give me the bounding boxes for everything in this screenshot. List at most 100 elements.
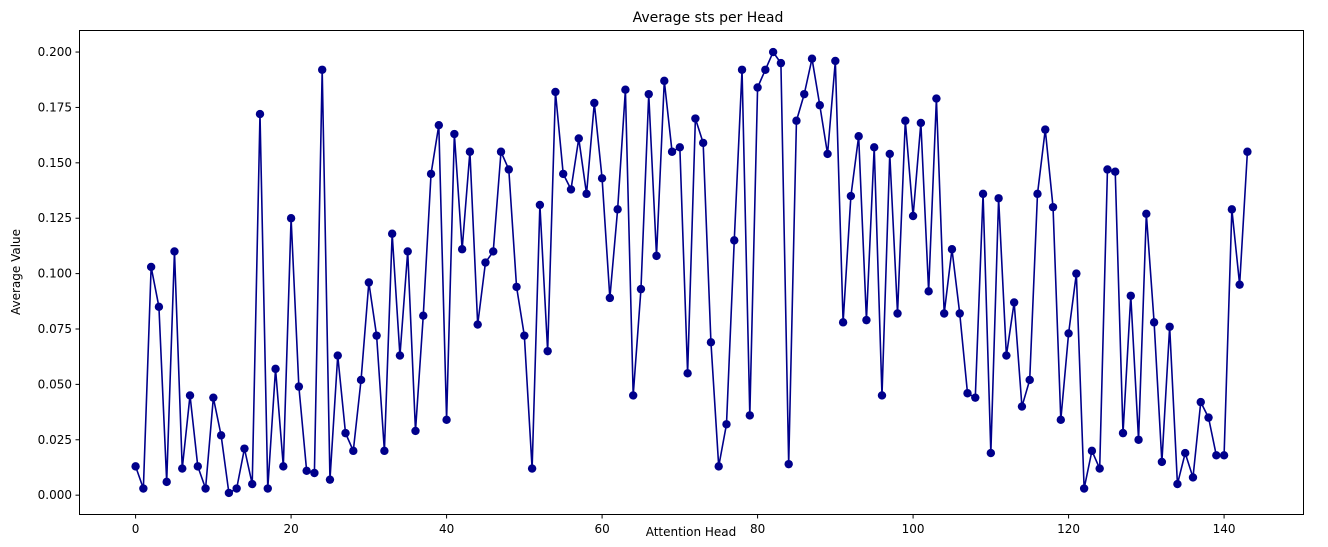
data-point [1227,205,1237,214]
data-point [559,169,568,179]
x-axis-ticks: 0 20 40 60 80 100 120 140 [132,514,1236,536]
data-point [520,331,529,340]
data-point [955,309,964,318]
data-point [893,309,902,318]
data-point [745,411,755,420]
y-axis-label: Average Value [9,229,23,315]
data-point [317,65,327,74]
data-point [170,247,179,256]
data-point [473,320,482,329]
data-point [193,462,202,471]
data-point [411,426,420,436]
data-point [854,132,863,141]
data-point [621,85,630,94]
data-point [784,459,793,469]
data-point [341,428,350,438]
data-point [1041,125,1050,134]
data-point [823,149,832,159]
data-point [636,284,646,294]
data-point [939,309,949,318]
data-point [1149,318,1159,327]
data-point [426,169,436,179]
data-point [846,191,856,201]
data-point [162,477,171,487]
data-point [660,76,669,86]
x-tick-label: 120 [1057,522,1080,536]
data-point [527,464,537,473]
data-point [792,116,801,125]
data-point [582,189,591,199]
data-point [753,83,762,92]
y-tick-label: 0.000 [38,488,72,502]
data-point [294,382,304,391]
data-point [279,462,288,471]
data-point [457,245,467,254]
data-point [349,446,358,456]
data-point [232,484,241,493]
data-point [947,245,957,254]
data-point [667,147,677,156]
data-point [1126,291,1135,300]
data-point [675,143,685,152]
data-point [1009,298,1019,307]
x-tick-label: 100 [902,522,925,536]
data-point [590,98,599,108]
data-point [800,89,809,99]
data-point [263,484,272,493]
data-point [489,247,498,256]
data-point [434,120,444,130]
data-point [286,214,296,223]
data-point [1064,329,1073,338]
data-point [1095,464,1104,473]
data-point [706,338,716,347]
data-point [1157,457,1167,467]
data-point [924,287,933,296]
data-point [644,89,653,99]
data-point [574,134,583,143]
data-point [1087,446,1097,456]
y-tick-label: 0.025 [38,433,72,447]
data-point [1165,322,1174,331]
data-point [831,56,840,66]
y-tick-label: 0.100 [38,267,72,281]
data-point [870,143,879,152]
data-point [240,444,249,453]
data-point [698,138,708,148]
data-point [1235,280,1244,289]
axes [79,30,1304,515]
data-point [1196,397,1205,407]
data-point [885,149,894,159]
data-point [916,118,926,128]
data-point [737,65,747,74]
data-point [1212,451,1221,460]
data-point [1173,479,1182,489]
data-point [131,462,140,471]
x-tick-label: 60 [594,522,609,536]
data-point [605,293,615,303]
data-point [691,114,700,123]
data-point [465,147,475,156]
x-axis-label: Attention Head [646,525,737,539]
data-point [364,278,374,287]
data-point [978,189,988,199]
x-tick-label: 0 [132,522,140,536]
data-point [372,331,381,340]
data-point [932,94,941,103]
data-point [356,375,366,385]
data-point [224,488,234,498]
data-point [185,391,195,400]
data-point [1204,413,1213,422]
data-point [1118,428,1128,438]
data-point [1219,451,1229,460]
data-point [302,466,311,475]
data-point [1103,165,1112,174]
y-tick-label: 0.075 [38,322,72,336]
y-tick-label: 0.175 [38,100,72,114]
data-point [255,109,265,119]
data-point [387,229,397,238]
data-point [403,247,412,256]
data-point [209,393,218,402]
data-point [761,65,770,74]
series-line [134,51,1249,494]
data-point [310,468,319,478]
